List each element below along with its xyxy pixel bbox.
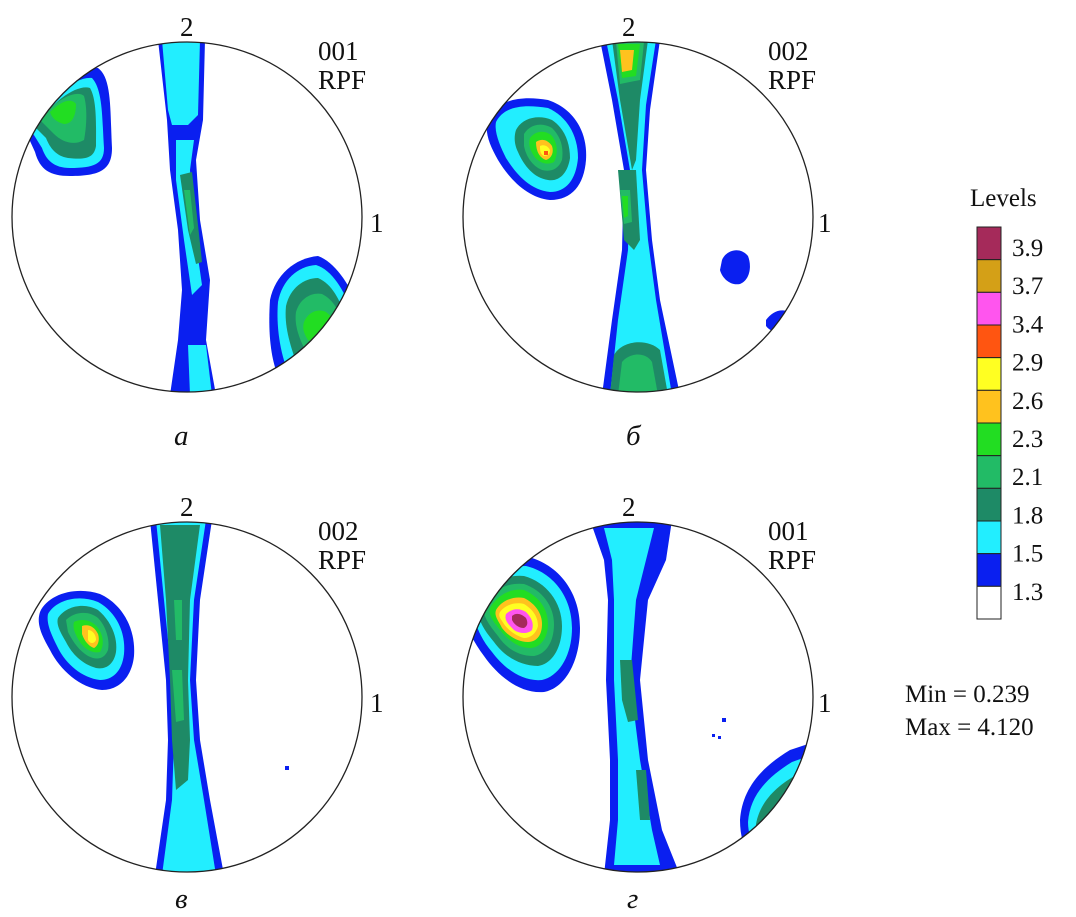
rpf-index-v: 002 [318, 516, 359, 546]
legend-level-label: 3.4 [1012, 311, 1044, 338]
pole-label-right-b: 1 [818, 208, 832, 238]
pole-figure-circle-a [11, 41, 363, 393]
pole-label-top-b: 2 [622, 12, 636, 42]
legend-swatch [976, 259, 1002, 293]
pole-label-top-v: 2 [180, 492, 194, 522]
pole-figure-circle-v [11, 521, 363, 873]
legend-level-label: 2.3 [1012, 426, 1043, 453]
pole-figure-circle-g [462, 521, 814, 873]
density-contours-g [465, 522, 813, 872]
legend-level-label: 2.1 [1012, 464, 1043, 491]
legend-title: Levels [970, 185, 1037, 212]
legend-swatch [976, 389, 1002, 424]
pole-figure-panel-a: 2 1 001 RPF а [11, 12, 384, 452]
panel-caption-v: в [175, 883, 188, 915]
pole-label-right-g: 1 [818, 688, 832, 718]
legend-level-label: 2.9 [1012, 350, 1043, 377]
panel-caption-a: а [174, 420, 189, 452]
rpf-index-b: 002 [768, 36, 809, 66]
legend-level-label: 1.3 [1012, 579, 1043, 606]
density-contours-b [486, 42, 790, 392]
legend-swatch [976, 324, 1002, 359]
rpf-label-g: RPF [768, 545, 816, 575]
legend-swatch [976, 455, 1002, 489]
min-stat: Min = 0.239 [905, 681, 1030, 708]
legend-level-label: 3.7 [1012, 273, 1043, 300]
pole-figure-panel-b: 2 1 002 RPF б [462, 12, 832, 452]
pole-label-top-g: 2 [622, 492, 636, 522]
legend-level-label: 2.6 [1012, 388, 1043, 415]
density-contours-v [38, 522, 289, 872]
rpf-index-g: 001 [768, 516, 809, 546]
legend-swatch [976, 226, 1002, 261]
rpf-label-b: RPF [768, 65, 816, 95]
legend-swatch [976, 585, 1002, 620]
legend-level-label: 1.8 [1012, 502, 1043, 529]
rpf-index-a: 001 [318, 36, 359, 66]
legend-level-label: 1.5 [1012, 541, 1043, 568]
legend-swatches: 3.9 3.7 3.4 2.9 2.6 2.3 2.1 1.8 1.5 1.3 [976, 226, 1044, 620]
rpf-label-a: RPF [318, 65, 366, 95]
legend-swatch [976, 520, 1002, 555]
pole-label-top-a: 2 [180, 12, 194, 42]
panel-caption-b: б [626, 420, 642, 452]
legend-swatch [976, 291, 1002, 326]
pole-figure-panel-g: 2 1 001 RPF г [462, 492, 832, 915]
pole-label-right-a: 1 [370, 208, 384, 238]
pole-label-right-v: 1 [370, 688, 384, 718]
legend-swatch [976, 357, 1002, 391]
legend-swatch [976, 553, 1002, 587]
legend-level-label: 3.9 [1012, 235, 1043, 262]
max-stat: Max = 4.120 [905, 714, 1034, 741]
pole-figure-panel-v: 2 1 002 RPF в [11, 492, 384, 915]
legend-swatch [976, 487, 1002, 522]
legend-swatch [976, 422, 1002, 457]
rpf-label-v: RPF [318, 545, 366, 575]
levels-legend: Levels 3.9 3.7 3.4 2.9 2.6 2.3 2.1 1.8 1.5 1.3 Mi… [905, 185, 1044, 741]
pole-figure-circle-b [462, 41, 814, 393]
panel-caption-g: г [627, 883, 638, 915]
